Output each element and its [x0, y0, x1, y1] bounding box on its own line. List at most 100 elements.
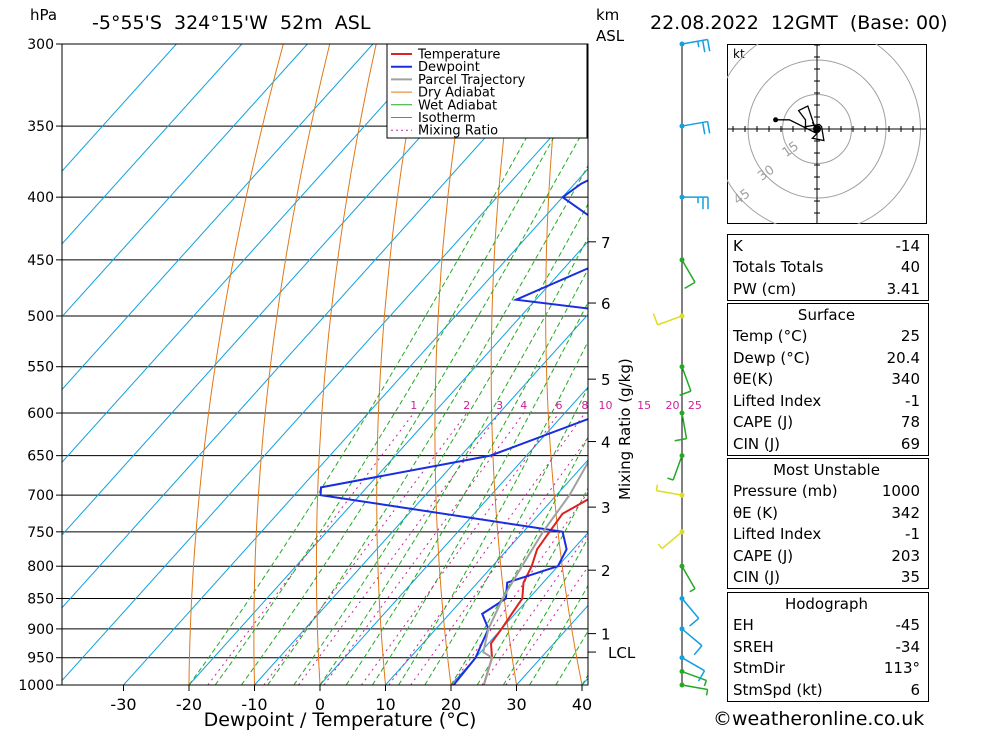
- barb-point: [679, 595, 685, 601]
- barb-shaft: [681, 670, 707, 682]
- row-label: Lifted Index: [733, 525, 822, 544]
- pressure-tick-label: 350: [27, 119, 54, 135]
- isotherm-line: [62, 44, 439, 463]
- row-value: 113°: [883, 659, 920, 678]
- x-tick-label: 40: [572, 695, 592, 714]
- dry-adiabat-line: [490, 44, 517, 685]
- wind-barb: [667, 453, 685, 481]
- wind-barb: [679, 563, 696, 593]
- pressure-tick-label: 600: [27, 406, 54, 422]
- table-row: CIN (J) 35: [728, 567, 928, 589]
- lcl-label: LCL: [608, 644, 636, 662]
- table-row: Lifted Index -1: [728, 390, 928, 412]
- mixing-ratio-line: [481, 532, 588, 685]
- dry-adiabat-line: [376, 44, 424, 685]
- mixing-ratio-label: 20: [665, 399, 679, 412]
- pw-row: PW (cm) 3.41: [728, 278, 928, 300]
- wind-barb: [679, 669, 708, 687]
- barb-flag: [701, 40, 706, 53]
- pressure-tick-label: 900: [27, 622, 54, 638]
- mixing-ratio-line: [410, 436, 588, 685]
- barb-flag: [655, 484, 659, 491]
- barb-flag: [689, 588, 696, 593]
- barb-shaft: [681, 628, 703, 647]
- barb-flag: [684, 281, 696, 290]
- mixing-ratio-line: [505, 565, 588, 685]
- isotherm-line: [62, 44, 570, 609]
- wind-barb: [679, 257, 696, 290]
- pw-value: 3.41: [886, 279, 920, 298]
- copyright-link[interactable]: ©weatheronline.co.uk: [713, 708, 925, 730]
- barb-flag: [689, 617, 700, 627]
- row-label: StmDir: [733, 659, 785, 678]
- wind-barb: [657, 529, 685, 550]
- wind-barb: [679, 364, 692, 396]
- isotherm-line: [450, 532, 588, 685]
- isotherm-line: [62, 44, 177, 172]
- row-label: θE(K): [733, 370, 774, 389]
- pressure-tick-label: 650: [27, 449, 54, 465]
- wet-adiabat-line: [319, 236, 588, 685]
- hodograph-panel: Hodograph EH -45 SREH -34 StmDir 113° StmSp…: [727, 592, 929, 702]
- row-label: Temp (°C): [733, 327, 808, 346]
- barb-point: [679, 313, 685, 319]
- legend-item: Mixing Ratio: [418, 124, 498, 139]
- pressure-tick-label: 700: [27, 488, 54, 504]
- barb-point: [679, 655, 685, 661]
- row-value: 203: [891, 546, 920, 565]
- pressure-unit-label: hPa: [30, 6, 58, 24]
- row-label: Lifted Index: [733, 391, 822, 410]
- barb-shaft: [681, 259, 696, 283]
- row-value: -45: [895, 616, 921, 635]
- x-tick-label: -10: [241, 695, 267, 714]
- row-label: CIN (J): [733, 568, 781, 587]
- km-label: km: [596, 6, 620, 24]
- wet-adiabat-line: [267, 164, 588, 685]
- row-value: -1: [905, 525, 920, 544]
- x-tick-label: 10: [375, 695, 395, 714]
- barb-flag: [706, 121, 711, 134]
- barb-shaft: [681, 38, 708, 45]
- wind-barb: [679, 655, 706, 682]
- pressure-tick-label: 1000: [18, 678, 54, 694]
- series-line-temperature: [482, 498, 588, 685]
- mixing-ratio-line: [263, 412, 468, 685]
- barb-point: [679, 453, 685, 459]
- wind-barb: [652, 313, 685, 326]
- mixing-ratio-label: 3: [496, 399, 503, 412]
- row-label: EH: [733, 616, 754, 635]
- wet-adiabat-line: [371, 301, 588, 685]
- barb-flag: [652, 313, 659, 326]
- table-row: CAPE (J) 203: [728, 545, 928, 567]
- barb-shaft: [681, 120, 708, 127]
- isotherm-line: [254, 313, 588, 685]
- table-row: θE (K) 342: [728, 502, 928, 524]
- isotherm-line: [62, 44, 374, 391]
- wind-barb: [679, 595, 700, 627]
- barb-flag: [693, 645, 703, 656]
- x-tick-label: -20: [176, 695, 202, 714]
- legend-item: Dry Adiabat: [418, 86, 495, 101]
- row-label: CAPE (J): [733, 546, 794, 565]
- row-label: θE (K): [733, 503, 778, 522]
- row-label: CIN (J): [733, 434, 781, 453]
- km-tick-label: 7: [601, 234, 611, 252]
- barb-shaft: [681, 684, 708, 691]
- barb-point: [679, 41, 685, 47]
- barb-point: [679, 123, 685, 129]
- wet-adiabat-line: [502, 537, 588, 685]
- isotherm-line: [62, 44, 505, 536]
- most-unstable-title: Most Unstable: [773, 460, 880, 479]
- wind-barb: [674, 410, 688, 442]
- barb-point: [679, 669, 685, 675]
- barb-shaft: [681, 565, 696, 590]
- row-value: 35: [900, 568, 920, 587]
- pressure-tick-label: 800: [27, 559, 54, 575]
- isotherm-line: [62, 95, 588, 682]
- barb-point: [679, 682, 685, 688]
- mixing-ratio-line: [388, 412, 586, 685]
- row-value: 78: [900, 413, 920, 432]
- k-index-label: K: [733, 236, 743, 255]
